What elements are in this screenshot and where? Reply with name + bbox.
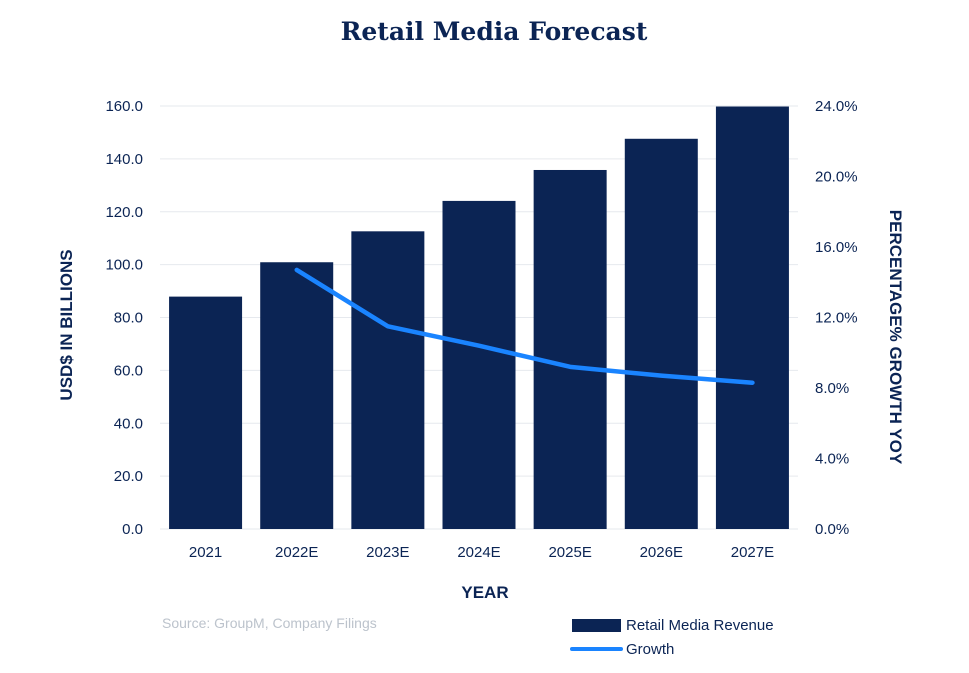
y-tick-label: 20.0 — [114, 468, 143, 485]
x-tick-label: 2022E — [275, 544, 318, 561]
y-right-tick-label: 0.0% — [815, 521, 849, 538]
y-right-tick-label: 20.0% — [815, 169, 858, 186]
y-tick-label: 60.0 — [114, 362, 143, 379]
y-axis-right-title: PERCENTAGE% GROWTH YOY — [886, 210, 905, 465]
y-tick-label: 120.0 — [105, 204, 143, 221]
source-note: Source: GroupM, Company Filings — [162, 615, 377, 631]
y-right-tick-label: 12.0% — [815, 310, 858, 327]
legend-bar-swatch — [572, 619, 621, 632]
growth-line — [294, 267, 755, 385]
y-tick-label: 100.0 — [105, 257, 143, 274]
bar-2026E — [624, 138, 698, 529]
x-tick-label: 2026E — [640, 544, 683, 561]
bar-series — [169, 106, 789, 529]
y-tick-label: 40.0 — [114, 415, 143, 432]
growth-series — [294, 267, 755, 385]
y-tick-label: 160.0 — [105, 98, 143, 115]
y-tick-label: 80.0 — [114, 310, 143, 327]
bar-2024E — [442, 200, 516, 529]
x-axis-title: YEAR — [461, 583, 508, 602]
y-tick-label: 0.0 — [122, 521, 143, 538]
x-tick-label: 2025E — [548, 544, 591, 561]
y-axis-title: USD$ IN BILLIONS — [57, 249, 76, 400]
x-axis-ticks: 2021 2022E 2023E 2024E 2025E 2026E 2027E — [189, 544, 774, 561]
x-tick-label: 2027E — [731, 544, 774, 561]
y-right-tick-label: 24.0% — [815, 98, 858, 115]
x-tick-label: 2024E — [457, 544, 500, 561]
bar-2027E — [715, 106, 789, 529]
y-right-tick-label: 4.0% — [815, 451, 849, 468]
y-right-tick-label: 16.0% — [815, 239, 858, 256]
x-tick-label: 2021 — [189, 544, 222, 561]
legend-bar-label: Retail Media Revenue — [626, 617, 774, 634]
y-tick-label: 140.0 — [105, 151, 143, 168]
left-axis-ticks: 0.0 20.0 40.0 60.0 80.0 100.0 120.0 140.0 160.0 — [105, 98, 143, 538]
bar-2023E — [351, 231, 425, 529]
bar-2022E — [260, 262, 334, 529]
legend: Retail Media Revenue Growth — [570, 617, 774, 658]
chart-title: Retail Media Forecast — [341, 17, 648, 46]
right-axis-ticks: 0.0% 4.0% 8.0% 12.0% 16.0% 20.0% 24.0% — [815, 98, 858, 538]
x-tick-label: 2023E — [366, 544, 409, 561]
legend-line-label: Growth — [626, 641, 674, 658]
bar-2021 — [169, 296, 243, 529]
y-right-tick-label: 8.0% — [815, 380, 849, 397]
bar-2025E — [533, 169, 607, 529]
